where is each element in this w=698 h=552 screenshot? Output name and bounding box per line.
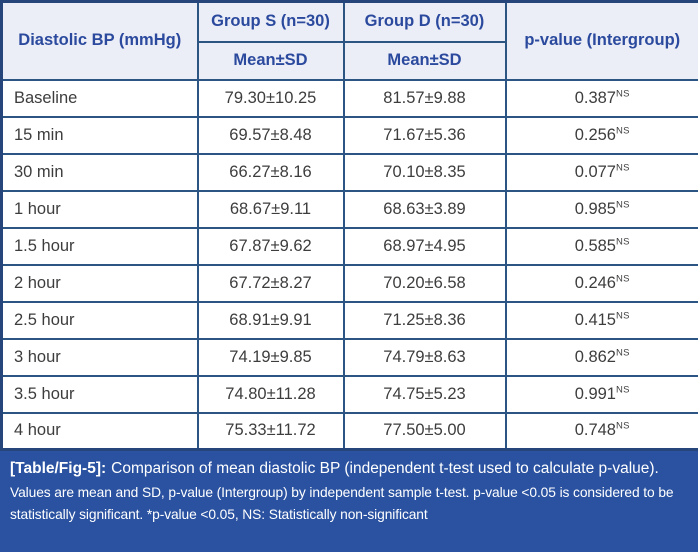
- header-group-s: Group S (n=30): [196, 0, 345, 43]
- table-row-2-5hour: 2.5 hour 68.91±9.91 71.25±8.36 0.415NS: [0, 300, 698, 340]
- table-row-baseline: Baseline 79.30±10.25 81.57±9.88 0.387NS: [0, 78, 698, 118]
- p-value: 0.991: [574, 384, 616, 403]
- header-p-value: p-value (Intergroup): [504, 0, 698, 81]
- group-s-value: 67.87±9.62: [196, 226, 345, 266]
- table-row-3hour: 3 hour 74.19±9.85 74.79±8.63 0.862NS: [0, 337, 698, 377]
- significance-flag: NS: [615, 162, 630, 173]
- p-value-cell: 0.256NS: [504, 115, 698, 155]
- table-row-30min: 30 min 66.27±8.16 70.10±8.35 0.077NS: [0, 152, 698, 192]
- row-label: 3.5 hour: [0, 374, 199, 414]
- caption-text: Comparison of mean diastolic BP (indepen…: [111, 460, 659, 477]
- row-label: 2.5 hour: [0, 300, 199, 340]
- significance-flag: NS: [615, 236, 630, 247]
- group-s-value: 79.30±10.25: [196, 78, 345, 118]
- row-label: 4 hour: [0, 411, 199, 451]
- group-s-value: 74.80±11.28: [196, 374, 345, 414]
- table-row-15min: 15 min 69.57±8.48 71.67±5.36 0.256NS: [0, 115, 698, 155]
- header-diastolic-bp: Diastolic BP (mmHg): [0, 0, 199, 81]
- p-value: 0.256: [574, 125, 616, 144]
- p-value-cell: 0.748NS: [504, 411, 698, 451]
- group-d-value: 74.79±8.63: [342, 337, 507, 377]
- p-value-cell: 0.985NS: [504, 189, 698, 229]
- table-caption-block: [Table/Fig-5]: Comparison of mean diastol…: [0, 451, 698, 552]
- group-d-value: 70.10±8.35: [342, 152, 507, 192]
- p-value-cell: 0.585NS: [504, 226, 698, 266]
- p-value: 0.387: [574, 88, 616, 107]
- p-value-cell: 0.991NS: [504, 374, 698, 414]
- p-value: 0.748: [574, 421, 616, 440]
- row-label: 2 hour: [0, 263, 199, 303]
- row-label: Baseline: [0, 78, 199, 118]
- group-d-value: 68.97±4.95: [342, 226, 507, 266]
- group-s-value: 75.33±11.72: [196, 411, 345, 451]
- subheader-mean-sd-d: Mean±SD: [342, 40, 507, 81]
- significance-flag: NS: [615, 310, 630, 321]
- significance-flag: NS: [615, 347, 630, 358]
- significance-flag: NS: [615, 199, 630, 210]
- group-s-value: 66.27±8.16: [196, 152, 345, 192]
- group-d-value: 81.57±9.88: [342, 78, 507, 118]
- group-d-value: 68.63±3.89: [342, 189, 507, 229]
- significance-flag: NS: [615, 384, 630, 395]
- group-s-value: 69.57±8.48: [196, 115, 345, 155]
- row-label: 30 min: [0, 152, 199, 192]
- p-value-cell: 0.246NS: [504, 263, 698, 303]
- group-s-value: 68.67±9.11: [196, 189, 345, 229]
- caption-line: [Table/Fig-5]: Comparison of mean diastol…: [10, 458, 688, 479]
- row-label: 15 min: [0, 115, 199, 155]
- caption-footnote: Values are mean and SD, p-value (Intergr…: [10, 485, 674, 523]
- p-value-cell: 0.862NS: [504, 337, 698, 377]
- p-value-cell: 0.077NS: [504, 152, 698, 192]
- table-row-4hour: 4 hour 75.33±11.72 77.50±5.00 0.748NS: [0, 411, 698, 451]
- significance-flag: NS: [615, 420, 630, 432]
- group-d-value: 70.20±6.58: [342, 263, 507, 303]
- group-s-value: 74.19±9.85: [196, 337, 345, 377]
- p-value: 0.985: [574, 199, 616, 218]
- p-value: 0.862: [574, 347, 616, 366]
- header-row-groups: Diastolic BP (mmHg) Group S (n=30) Group…: [0, 0, 698, 81]
- p-value-cell: 0.387NS: [504, 78, 698, 118]
- table-row-2hour: 2 hour 67.72±8.27 70.20±6.58 0.246NS: [0, 263, 698, 303]
- row-label: 3 hour: [0, 337, 199, 377]
- header-group-d: Group D (n=30): [342, 0, 507, 43]
- p-value: 0.246: [574, 273, 616, 292]
- p-value: 0.415: [574, 310, 616, 329]
- subheader-mean-sd-s: Mean±SD: [196, 40, 345, 81]
- p-value: 0.077: [574, 162, 616, 181]
- bp-comparison-table: Diastolic BP (mmHg) Group S (n=30) Group…: [0, 0, 698, 451]
- table-row-1-5hour: 1.5 hour 67.87±9.62 68.97±4.95 0.585NS: [0, 226, 698, 266]
- table-row-3-5hour: 3.5 hour 74.80±11.28 74.75±5.23 0.991NS: [0, 374, 698, 414]
- group-d-value: 71.25±8.36: [342, 300, 507, 340]
- group-d-value: 74.75±5.23: [342, 374, 507, 414]
- caption-tag: [Table/Fig-5]:: [10, 460, 107, 477]
- p-value-cell: 0.415NS: [504, 300, 698, 340]
- group-d-value: 77.50±5.00: [342, 411, 507, 451]
- group-d-value: 71.67±5.36: [342, 115, 507, 155]
- significance-flag: NS: [615, 88, 630, 99]
- table-row-1hour: 1 hour 68.67±9.11 68.63±3.89 0.985NS: [0, 189, 698, 229]
- group-s-value: 68.91±9.91: [196, 300, 345, 340]
- header-row-subheaders: Mean±SD Mean±SD: [2, 40, 698, 81]
- significance-flag: NS: [615, 273, 630, 284]
- significance-flag: NS: [615, 125, 630, 136]
- group-s-value: 67.72±8.27: [196, 263, 345, 303]
- row-label: 1.5 hour: [0, 226, 199, 266]
- row-label: 1 hour: [0, 189, 199, 229]
- p-value: 0.585: [574, 236, 616, 255]
